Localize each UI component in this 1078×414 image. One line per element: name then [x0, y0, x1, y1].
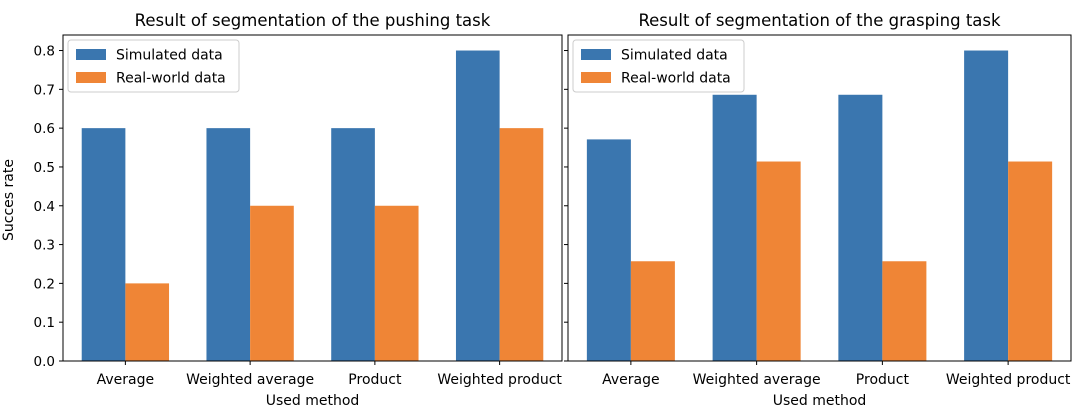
- legend-swatch-simulated: [76, 49, 106, 60]
- bar-simulated-1: [206, 128, 251, 361]
- y-tick-label: 0.7: [34, 82, 55, 98]
- bar-simulated-2: [838, 94, 883, 362]
- bar-real-0: [630, 261, 675, 361]
- chart-title: Result of segmentation of the pushing ta…: [135, 11, 491, 30]
- x-tick-label: Weighted average: [186, 372, 314, 388]
- bar-real-2: [374, 205, 419, 361]
- y-axis-label: Succes rate: [1, 159, 17, 241]
- bar-simulated-0: [81, 128, 126, 361]
- bar-real-1: [250, 205, 294, 361]
- legend-swatch-simulated: [581, 49, 611, 60]
- bar-simulated-3: [964, 50, 1009, 362]
- x-tick-label: Average: [602, 372, 660, 388]
- x-tick-label: Product: [856, 372, 910, 388]
- y-tick-label: 0.1: [34, 315, 55, 331]
- bar-real-3: [499, 128, 544, 361]
- chart-grasping-task: Result of segmentation of the grasping t…: [564, 11, 1072, 409]
- bar-simulated-1: [712, 94, 757, 362]
- bar-simulated-3: [455, 50, 500, 362]
- bar-real-1: [756, 161, 801, 361]
- bar-real-0: [125, 283, 170, 361]
- plot-frame: [62, 34, 563, 362]
- y-tick-label: 0.4: [34, 199, 55, 215]
- legend-swatch-real: [581, 72, 611, 83]
- x-tick-label: Weighted product: [437, 372, 562, 388]
- bar-real-2: [882, 261, 927, 361]
- x-tick-label: Weighted average: [693, 372, 821, 388]
- bar-real-3: [1008, 161, 1053, 361]
- legend: Simulated data Real-world data: [572, 39, 745, 93]
- legend: Simulated data Real-world data: [67, 39, 240, 93]
- legend-label: Real-world data: [116, 71, 226, 87]
- y-tick-label: 0.6: [34, 121, 55, 137]
- plot-frame: [567, 34, 1072, 362]
- legend-swatch-real: [76, 72, 106, 83]
- y-tick-label: 0.8: [34, 44, 55, 60]
- x-axis-label: Used method: [266, 393, 360, 409]
- legend-label: Simulated data: [621, 48, 728, 64]
- chart-title: Result of segmentation of the grasping t…: [638, 11, 1001, 30]
- y-tick-label: 0.0: [34, 354, 55, 370]
- y-tick-label: 0.3: [34, 238, 55, 254]
- legend-label: Simulated data: [116, 48, 223, 64]
- legend-label: Real-world data: [621, 71, 731, 87]
- x-tick-label: Average: [97, 372, 155, 388]
- y-tick-label: 0.5: [34, 160, 55, 176]
- bar-simulated-2: [331, 128, 375, 361]
- x-axis-label: Used method: [773, 393, 867, 409]
- chart-pushing-task: Result of segmentation of the pushing ta…: [34, 11, 563, 409]
- legend-box: [67, 39, 240, 93]
- x-tick-label: Weighted product: [946, 372, 1071, 388]
- legend-box: [572, 39, 745, 93]
- bar-simulated-0: [586, 139, 631, 361]
- y-tick-label: 0.2: [34, 276, 55, 292]
- x-tick-label: Product: [348, 372, 402, 388]
